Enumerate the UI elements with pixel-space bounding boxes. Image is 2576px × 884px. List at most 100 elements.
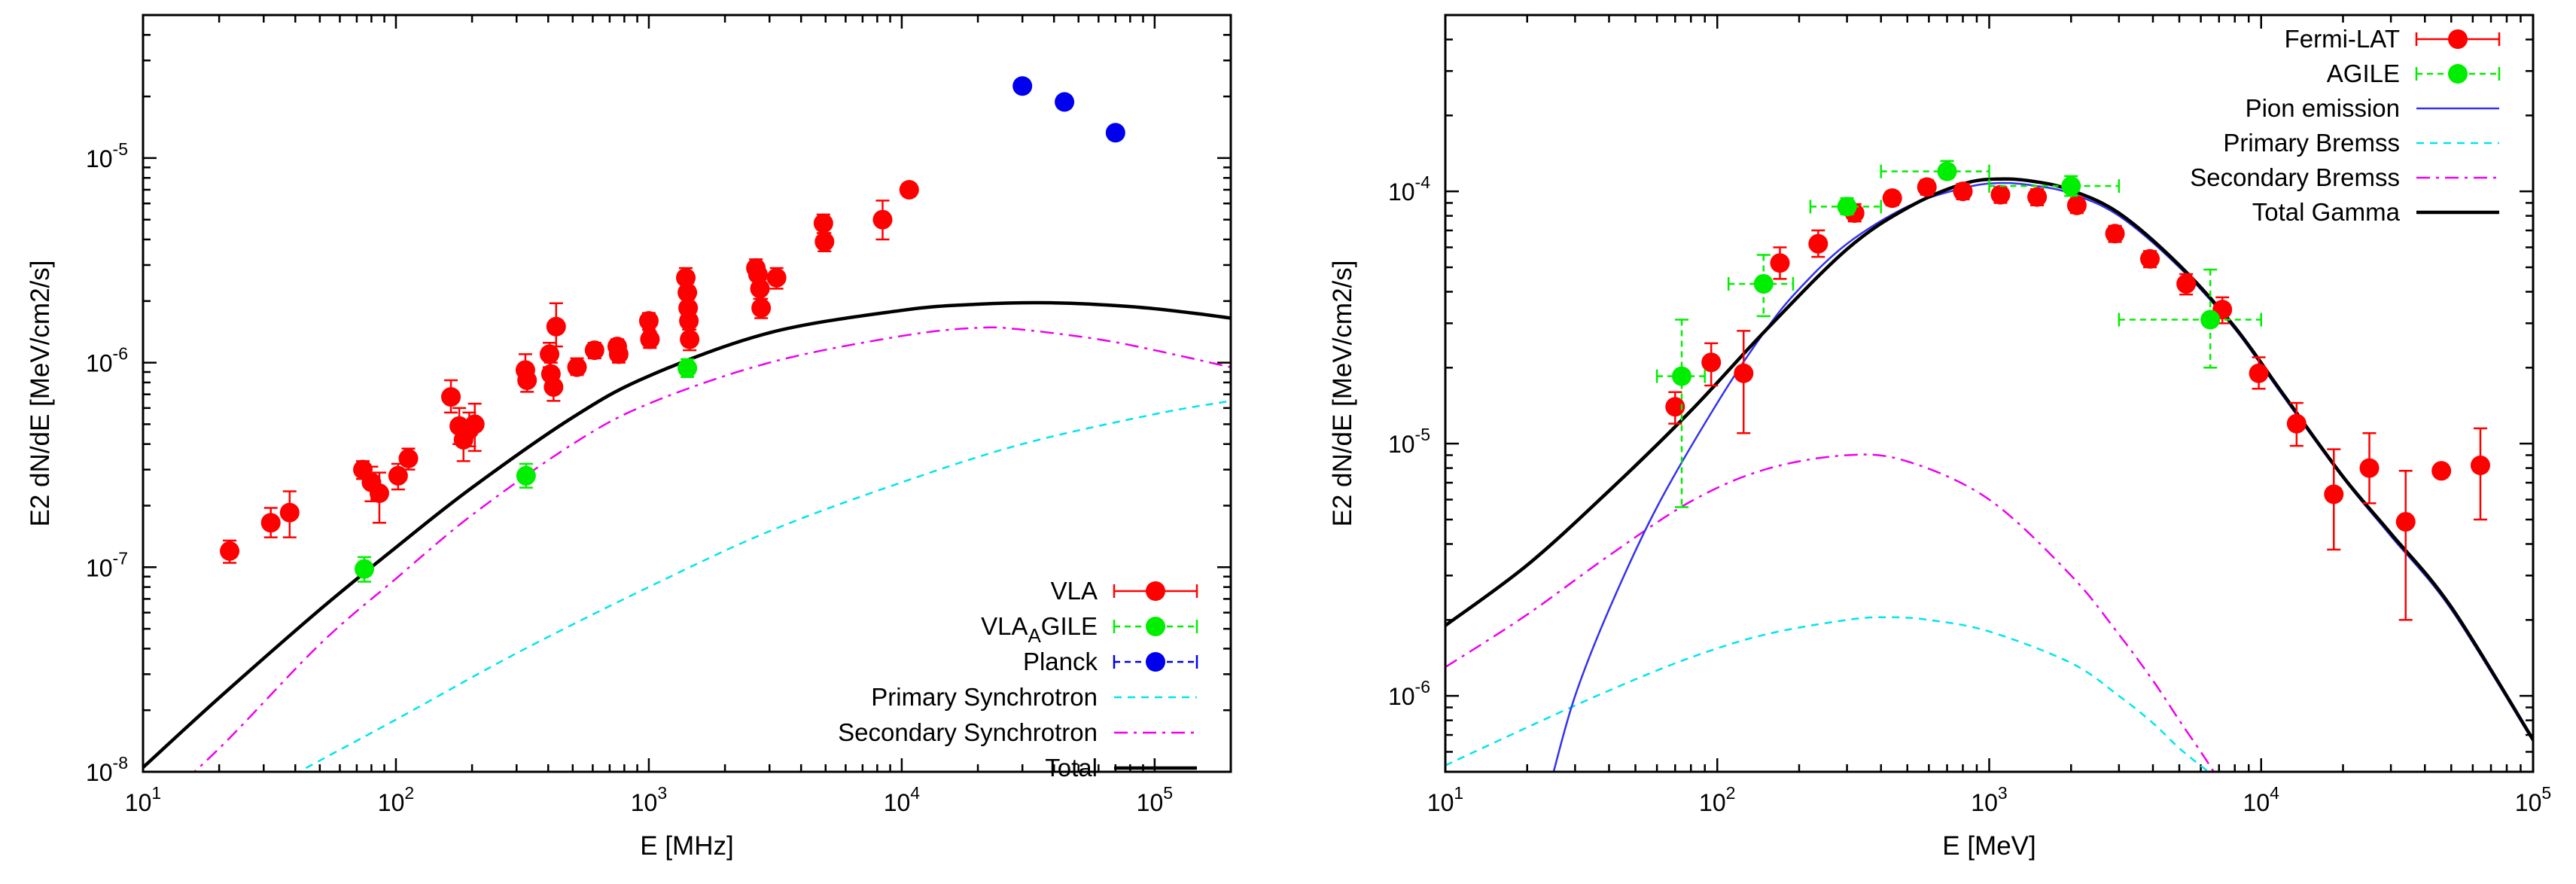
- legend-label-text: VLA: [981, 612, 1028, 640]
- data-point: [2027, 187, 2048, 207]
- data-point: [899, 179, 919, 200]
- legend-label-text: Primary Synchrotron: [871, 683, 1098, 711]
- x-tick-label-base: 10: [378, 789, 405, 816]
- data-point: [2359, 458, 2380, 478]
- y-tick-label-base: 10: [1388, 178, 1415, 206]
- legend-label: Total: [1045, 754, 1098, 782]
- x-tick-label-exponent: 2: [404, 783, 414, 803]
- x-tick-label: 105: [1137, 783, 1173, 816]
- legend-label: AGILE: [2327, 59, 2400, 87]
- x-tick-label-exponent: 3: [657, 783, 667, 803]
- legend-label: Primary Bremss: [2223, 129, 2400, 157]
- legend-label: Primary Synchrotron: [871, 683, 1098, 711]
- data-point: [540, 344, 560, 364]
- data-point: [516, 465, 536, 486]
- x-tick-label: 102: [1699, 783, 1735, 816]
- data-point: [1837, 197, 1857, 217]
- series-planck: [1012, 76, 1125, 143]
- y-tick-label: 10-6: [1388, 677, 1430, 710]
- x-tick-label-exponent: 4: [2270, 783, 2279, 803]
- data-point: [640, 329, 660, 349]
- legend-label-text: Planck: [1023, 648, 1098, 675]
- data-point: [677, 358, 698, 378]
- legend-label: Pion emission: [2246, 94, 2400, 122]
- data-point: [1734, 363, 1754, 383]
- legend-label-subscript: A: [1028, 624, 1041, 647]
- y-tick-label: 10-5: [86, 139, 128, 172]
- y-tick-label: 10-7: [86, 548, 128, 581]
- data-point: [1917, 177, 1937, 197]
- data-point: [546, 316, 566, 337]
- x-tick-label-exponent: 2: [1726, 783, 1736, 803]
- data-point: [1753, 273, 1774, 294]
- x-tick-label-base: 10: [1137, 789, 1164, 816]
- plot-frame: [1444, 14, 2535, 773]
- legend-label: Planck: [1023, 648, 1098, 675]
- legend-label-text-rest: GILE: [1041, 612, 1098, 640]
- x-axis-label: E [MHz]: [640, 831, 733, 861]
- y-tick-label-base: 10: [1388, 431, 1415, 458]
- data-point: [2105, 224, 2125, 244]
- legend-swatch-marker: [2448, 29, 2468, 49]
- data-point: [751, 298, 772, 319]
- series-fermi-lat: [1665, 177, 2490, 621]
- x-tick-label-base: 10: [125, 789, 152, 816]
- y-axis-label: E2 dN/dE [MeV/cm2/s]: [26, 260, 55, 526]
- data-point: [1882, 188, 1902, 209]
- y-tick-label-exponent: -4: [1415, 172, 1431, 192]
- y-tick-label: 10-4: [1388, 172, 1430, 206]
- legend-swatch-marker: [1146, 581, 1165, 601]
- data-point: [1672, 366, 1692, 386]
- data-point: [398, 448, 419, 468]
- data-point: [544, 376, 564, 397]
- x-tick-label-base: 10: [884, 789, 911, 816]
- data-point: [441, 387, 461, 407]
- series-vla-agile: [354, 358, 698, 583]
- x-axis-label: E [MeV]: [1942, 831, 2036, 861]
- legend-swatch-marker: [1146, 652, 1165, 672]
- data-point: [2395, 511, 2416, 532]
- data-point: [2249, 363, 2269, 383]
- y-tick-label-exponent: -6: [113, 344, 128, 364]
- legend-label: Total Gamma: [2252, 198, 2401, 226]
- x-tick-label-base: 10: [1699, 789, 1726, 816]
- data-point: [872, 209, 893, 230]
- legend-label: VLA: [1051, 577, 1098, 605]
- data-point: [2431, 461, 2452, 481]
- y-tick-label: 10-5: [1388, 425, 1430, 458]
- data-point: [279, 502, 300, 523]
- curve-secondary-bremss: [1445, 453, 2215, 772]
- legend-label-text: Fermi-LAT: [2285, 25, 2400, 53]
- data-point: [1055, 92, 1075, 112]
- data-point: [679, 311, 699, 331]
- x-tick-label: 104: [2243, 783, 2280, 816]
- legend-label: VLAAGILE: [981, 612, 1098, 647]
- plot-frame: [142, 14, 1232, 773]
- legend-label: Secondary Synchrotron: [838, 718, 1098, 746]
- x-tick-label: 101: [125, 783, 161, 816]
- curve-pion-emission: [1552, 181, 2533, 772]
- model-curves: [1445, 177, 2533, 772]
- data-point: [1701, 352, 1722, 373]
- x-tick-label-base: 10: [1427, 789, 1454, 816]
- y-tick-label-exponent: -5: [113, 139, 128, 159]
- data-points: [1655, 160, 2490, 621]
- data-point: [2066, 195, 2087, 215]
- data-point: [750, 279, 770, 299]
- data-point: [1990, 184, 2011, 205]
- data-point: [584, 340, 604, 361]
- data-point: [464, 414, 485, 434]
- x-tick-label-base: 10: [2243, 789, 2270, 816]
- data-point: [1012, 76, 1033, 96]
- data-point: [354, 559, 374, 579]
- x-tick-label-exponent: 3: [1998, 783, 2008, 803]
- x-tick-label: 101: [1427, 783, 1463, 816]
- data-point: [1770, 253, 1790, 273]
- curve-primary-bremss: [1445, 616, 2209, 772]
- y-tick-label-base: 10: [86, 145, 113, 172]
- data-point: [260, 513, 281, 533]
- model-curves: [143, 300, 1231, 772]
- y-tick-label-exponent: -5: [1415, 425, 1430, 444]
